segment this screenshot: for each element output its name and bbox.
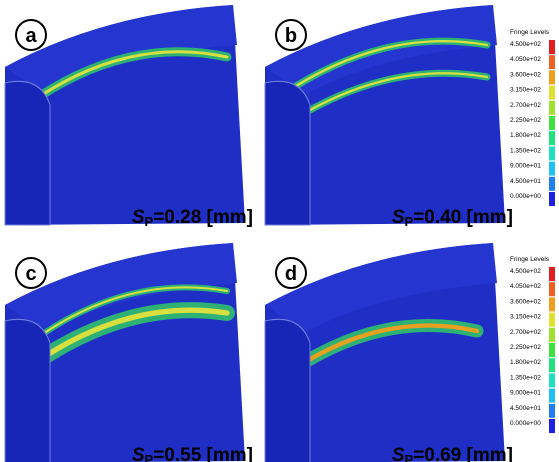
legend-level: 9.000e+01 (510, 163, 541, 170)
legend-swatch (549, 55, 555, 69)
legend-level: 9.000e+01 (510, 390, 541, 397)
caption-subscript: P (405, 214, 414, 229)
legend-level: 3.150e+02 (510, 87, 541, 94)
legend: Fringe Levels 4.500e+02 4.050e+02 3.600e+02… (510, 256, 555, 433)
panel-label: c (25, 263, 36, 285)
legend-level: 2.250e+02 (510, 117, 541, 124)
legend-swatch (549, 373, 555, 387)
legend-swatch (549, 267, 555, 281)
legend-level: 4.500e+01 (510, 178, 541, 185)
legend-level: 4.500e+02 (510, 41, 541, 48)
legend-level: 4.500e+01 (510, 405, 541, 412)
panel: b SP=0.40 [mm] (265, 5, 513, 229)
legend-swatch (549, 313, 555, 327)
legend-level: 4.500e+02 (510, 268, 541, 275)
figure: aSP=0.28 [mm]bSP=0.40 [mm]cSP=0.55 [mm]d… (0, 0, 559, 462)
inner-face (265, 81, 310, 225)
legend-swatch (549, 389, 555, 403)
caption-symbol: S (392, 445, 405, 462)
caption-symbol: S (132, 445, 145, 462)
legend-swatch (549, 192, 555, 206)
panel-label: d (285, 263, 297, 285)
legend-swatch (549, 358, 555, 372)
legend-swatch (549, 116, 555, 130)
legend-level: 2.700e+02 (510, 329, 541, 336)
legend-title: Fringe Levels (510, 29, 550, 36)
legend-level: 1.800e+02 (510, 359, 541, 366)
legend: Fringe Levels 4.500e+02 4.050e+02 3.600e+02… (510, 29, 555, 206)
legend-level: 0.000e+00 (510, 420, 541, 427)
legend-swatch (549, 146, 555, 160)
legend-level: 4.050e+02 (510, 56, 541, 63)
legend-swatch (549, 101, 555, 115)
legend-level: 0.000e+00 (510, 193, 541, 200)
panel-label: b (285, 25, 297, 47)
legend-swatch (549, 177, 555, 191)
legend-level: 1.350e+02 (510, 147, 541, 154)
legend-swatch (549, 131, 555, 145)
caption-subscript: P (405, 452, 414, 462)
panel: a SP=0.28 [mm] (5, 5, 253, 229)
legend-swatch (549, 282, 555, 296)
legend-swatch (549, 40, 555, 54)
legend-level: 2.700e+02 (510, 102, 541, 109)
legend-swatch (549, 419, 555, 433)
caption-subscript: P (145, 452, 154, 462)
caption-symbol: S (132, 207, 145, 228)
inner-face (5, 319, 50, 462)
legend-swatch (549, 297, 555, 311)
caption-subscript: P (145, 214, 154, 229)
legend-level: 4.050e+02 (510, 283, 541, 290)
legend-swatch (549, 162, 555, 176)
legend-level: 3.600e+02 (510, 71, 541, 78)
caption-value: =0.55 [mm] (153, 445, 253, 462)
caption-value: =0.69 [mm] (413, 445, 513, 462)
inner-face (265, 319, 310, 462)
legend-level: 2.250e+02 (510, 344, 541, 351)
caption-symbol: S (392, 207, 405, 228)
legend-title: Fringe Levels (510, 256, 550, 263)
legend-swatch (549, 343, 555, 357)
legend-swatch (549, 328, 555, 342)
legend-swatch (549, 86, 555, 100)
inner-face (5, 81, 50, 225)
legend-swatch (549, 70, 555, 84)
panel: d SP=0.69 [mm] (265, 243, 513, 462)
legend-level: 1.350e+02 (510, 374, 541, 381)
panel-label: a (25, 25, 37, 47)
legend-level: 3.600e+02 (510, 298, 541, 305)
panel: c SP=0.55 [mm] (5, 243, 253, 462)
legend-swatch (549, 404, 555, 418)
legend-level: 1.800e+02 (510, 132, 541, 139)
caption-value: =0.40 [mm] (413, 207, 513, 228)
caption-value: =0.28 [mm] (153, 207, 253, 228)
legend-level: 3.150e+02 (510, 314, 541, 321)
